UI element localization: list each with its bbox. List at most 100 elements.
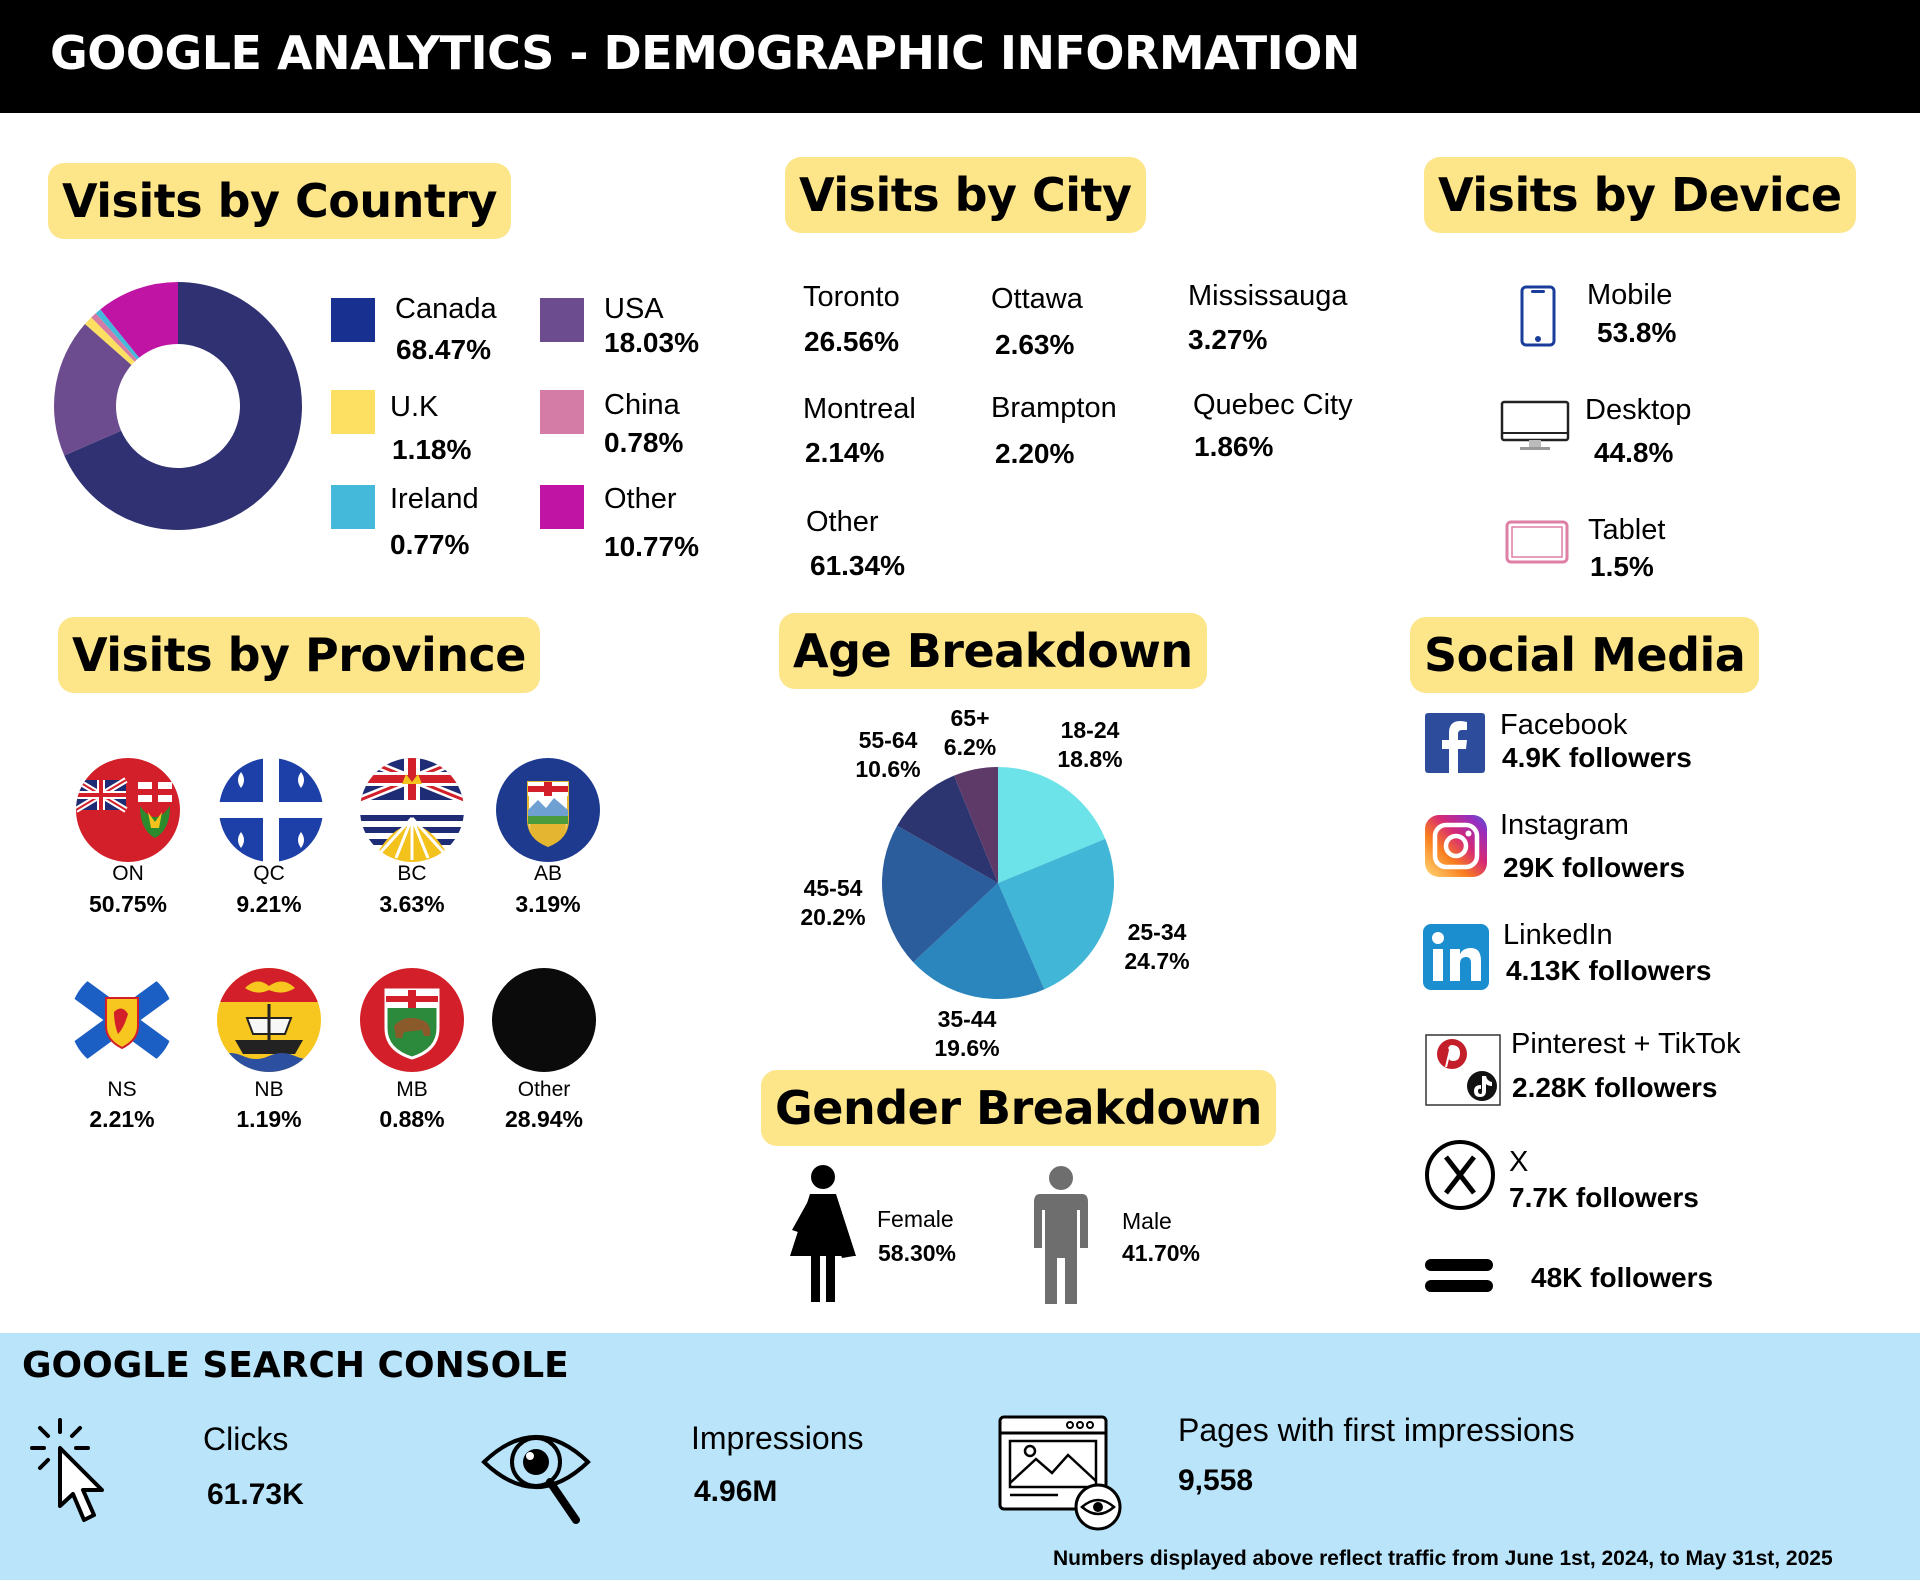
header-bar: GOOGLE ANALYTICS - DEMOGRAPHIC INFORMATI… <box>0 0 1920 113</box>
linkedin-followers: 4.13K followers <box>1506 955 1712 986</box>
canada-value: 68.47% <box>396 334 491 365</box>
page-title: GOOGLE ANALYTICS - DEMOGRAPHIC INFORMATI… <box>50 26 1360 80</box>
pinterest-tiktok-followers: 2.28K followers <box>1512 1072 1718 1103</box>
city-mississauga-value: 3.27% <box>1188 324 1268 355</box>
search-console-panel: GOOGLE SEARCH CONSOLE Clicks 61.73K Impr… <box>0 1333 1920 1580</box>
tablet-label: Tablet <box>1588 514 1666 546</box>
desktop-label: Desktop <box>1585 394 1692 426</box>
alberta-flag-icon <box>496 758 600 862</box>
city-quebec-label: Quebec City <box>1193 389 1353 421</box>
city-brampton-value: 2.20% <box>995 438 1075 469</box>
ns-code: NS <box>107 1078 137 1101</box>
threads-followers: 48K followers <box>1531 1262 1714 1293</box>
ns-value: 2.21% <box>89 1106 155 1132</box>
impressions-label: Impressions <box>691 1420 864 1456</box>
canada-swatch <box>331 298 375 342</box>
pinterest-tiktok-label: Pinterest + TikTok <box>1511 1028 1741 1060</box>
pages-first-impressions-label: Pages with first impressions <box>1178 1412 1575 1448</box>
canada-label: Canada <box>395 293 497 325</box>
ontario-flag-icon <box>76 758 180 862</box>
eye-magnifier-icon <box>481 1435 591 1524</box>
age-heading: Age Breakdown <box>779 613 1207 689</box>
clicks-value: 61.73K <box>207 1478 304 1511</box>
donut-slice-usa <box>54 323 132 456</box>
bc-code: BC <box>397 862 427 885</box>
male-value: 41.70% <box>1122 1240 1201 1266</box>
tablet-icon <box>1505 520 1569 564</box>
donut-slice-ireland <box>95 309 140 360</box>
donut-slice-canada <box>64 282 302 530</box>
impressions-value: 4.96M <box>694 1475 778 1508</box>
city-other-value: 61.34% <box>810 550 905 581</box>
mobile-label: Mobile <box>1587 279 1673 311</box>
quebec-flag-icon <box>219 758 323 862</box>
province-heading: Visits by Province <box>58 617 540 693</box>
city-other-label: Other <box>806 506 879 538</box>
on-code: ON <box>112 862 144 885</box>
city-brampton-label: Brampton <box>991 392 1117 424</box>
uk-label: U.K <box>390 391 439 423</box>
donut-slice-uk <box>84 317 135 365</box>
mobile-phone-icon <box>1520 285 1556 347</box>
city-toronto-label: Toronto <box>803 281 900 313</box>
gender-heading: Gender Breakdown <box>761 1070 1276 1146</box>
mobile-value: 53.8% <box>1597 317 1677 348</box>
desktop-monitor-icon <box>1500 400 1570 450</box>
mb-value: 0.88% <box>379 1106 445 1132</box>
city-montreal-value: 2.14% <box>805 437 885 468</box>
age-55-64-label: 55-64 10.6% <box>855 727 921 782</box>
uk-swatch <box>331 390 375 434</box>
ireland-value: 0.77% <box>390 529 470 560</box>
facebook-followers: 4.9K followers <box>1502 742 1692 773</box>
age-slice-65plus <box>953 767 998 883</box>
bc-value: 3.63% <box>379 891 445 917</box>
other-province-value: 28.94% <box>504 1106 583 1132</box>
city-mississauga-label: Mississauga <box>1188 280 1348 312</box>
qc-code: QC <box>253 862 285 885</box>
age-25-34-label: 25-34 24.7% <box>1124 919 1190 974</box>
male-figure-icon <box>1034 1166 1088 1304</box>
mb-code: MB <box>396 1078 428 1101</box>
webpage-view-icon <box>998 1415 1122 1531</box>
age-slice-18-24 <box>998 767 1106 883</box>
donut-slice-china <box>91 313 137 362</box>
date-range-note: Numbers displayed above reflect traffic … <box>1053 1547 1833 1570</box>
tablet-value: 1.5% <box>1590 551 1654 582</box>
city-ottawa-label: Ottawa <box>991 283 1083 315</box>
black-circle-icon <box>492 968 596 1072</box>
female-label: Female <box>877 1206 954 1232</box>
clicks-label: Clicks <box>203 1421 289 1457</box>
age-45-54-label: 45-54 20.2% <box>800 875 866 930</box>
qc-value: 9.21% <box>236 891 302 917</box>
ireland-label: Ireland <box>390 483 479 515</box>
linkedin-label: LinkedIn <box>1503 919 1613 951</box>
china-swatch <box>540 390 584 434</box>
facebook-icon <box>1425 713 1485 773</box>
search-console-heading: GOOGLE SEARCH CONSOLE <box>22 1345 569 1386</box>
donut-slice-other <box>100 282 178 358</box>
other-country-value: 10.77% <box>604 531 699 562</box>
instagram-icon <box>1425 815 1487 877</box>
x-label: X <box>1509 1146 1529 1178</box>
linkedin-icon <box>1423 924 1489 990</box>
instagram-followers: 29K followers <box>1503 852 1686 883</box>
new-brunswick-flag-icon <box>217 968 321 1072</box>
female-figure-icon <box>790 1165 856 1302</box>
pages-first-impressions-value: 9,558 <box>1178 1464 1254 1497</box>
city-toronto-value: 26.56% <box>804 326 899 357</box>
social-heading: Social Media <box>1410 617 1760 693</box>
usa-value: 18.03% <box>604 327 699 358</box>
age-65plus-label: 65+ 6.2% <box>943 705 997 760</box>
nb-code: NB <box>254 1078 284 1101</box>
x-followers: 7.7K followers <box>1509 1182 1699 1213</box>
pinterest-tiktok-icon <box>1425 1034 1501 1106</box>
instagram-label: Instagram <box>1500 809 1629 841</box>
age-35-44-label: 35-44 19.6% <box>934 1006 1000 1061</box>
ab-code: AB <box>533 862 562 885</box>
city-montreal-label: Montreal <box>803 393 916 425</box>
ireland-swatch <box>331 485 375 529</box>
country-donut-chart <box>54 282 302 530</box>
on-value: 50.75% <box>88 891 167 917</box>
x-icon <box>1425 1140 1495 1210</box>
nb-value: 1.19% <box>236 1106 302 1132</box>
